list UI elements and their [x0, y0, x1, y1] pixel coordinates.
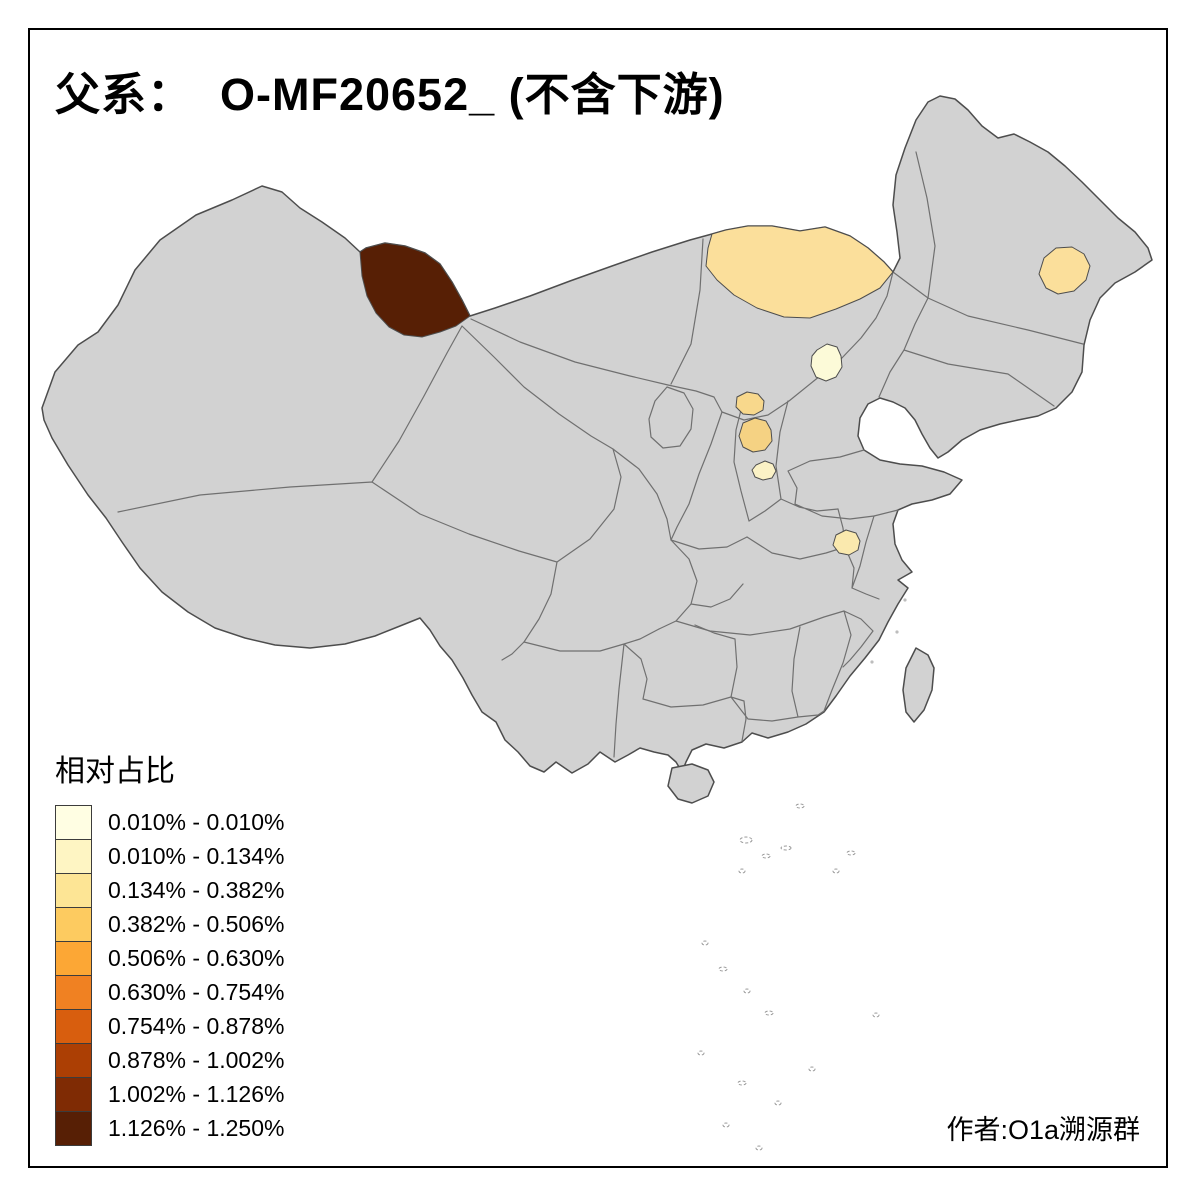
legend-color-swatch — [55, 805, 92, 840]
legend-row: 0.754% - 0.878% — [55, 1009, 284, 1044]
legend-row: 0.134% - 0.382% — [55, 873, 284, 908]
legend-class-label: 0.134% - 0.382% — [108, 877, 285, 903]
sea-island-mark — [737, 1080, 747, 1086]
coastal-islet — [870, 660, 874, 664]
legend-row: 0.506% - 0.630% — [55, 941, 284, 976]
region-central-shanxi — [738, 417, 773, 453]
coastal-islet — [895, 630, 899, 634]
province-borders-inner-mongolia — [470, 238, 894, 421]
province-borders-huabei-huadong — [746, 508, 880, 600]
region-central-inner-mongolia — [705, 225, 894, 319]
legend-class-label: 0.382% - 0.506% — [108, 911, 285, 937]
sea-island-mark — [738, 868, 746, 874]
legend-color-swatch — [55, 873, 92, 908]
legend-class-label: 1.002% - 1.126% — [108, 1081, 285, 1107]
region-beijing — [810, 343, 843, 382]
legend-class-label: 0.630% - 0.754% — [108, 979, 285, 1005]
coastal-islet — [903, 598, 907, 602]
sea-island-mark — [774, 1100, 782, 1106]
legend-row: 0.630% - 0.754% — [55, 975, 284, 1010]
sea-island-mark — [780, 845, 792, 851]
legend-color-swatch — [55, 839, 92, 874]
province-borders-xinjiang-tibet-qinghai — [117, 325, 622, 661]
sea-island-mark — [743, 988, 751, 994]
legend-color-swatch — [55, 941, 92, 976]
legend-color-swatch — [55, 1111, 92, 1146]
legend-class-label: 0.754% - 0.878% — [108, 1013, 285, 1039]
legend-color-swatch — [55, 975, 92, 1010]
province-borders-northeast — [878, 151, 1084, 407]
province-borders-southeast — [730, 610, 874, 742]
sea-island-mark — [739, 836, 753, 844]
south-china-sea-islands — [697, 803, 880, 1151]
region-eastern-heilongjiang — [1038, 246, 1091, 295]
legend-row: 1.126% - 1.250% — [55, 1111, 284, 1146]
legend-class-label: 0.878% - 1.002% — [108, 1047, 285, 1073]
legend-class-label: 1.126% - 1.250% — [108, 1115, 285, 1141]
sea-island-mark — [832, 868, 840, 874]
sea-island-mark — [764, 1010, 774, 1016]
legend-row: 0.382% - 0.506% — [55, 907, 284, 942]
sea-island-mark — [718, 966, 728, 972]
map-title: 父系： O-MF20652_ (不含下游) — [55, 69, 725, 120]
legend-row: 1.002% - 1.126% — [55, 1077, 284, 1112]
sea-island-mark — [697, 1050, 705, 1056]
province-borders-gansu-ningxia-shaanxi — [612, 386, 748, 550]
region-northern-xinjiang — [359, 242, 471, 338]
legend-color-swatch — [55, 907, 92, 942]
author-credit: 作者:O1a溯源群 — [946, 1115, 1140, 1145]
legend-class-label: 0.010% - 0.010% — [108, 809, 285, 835]
legend-class-label: 0.010% - 0.134% — [108, 843, 285, 869]
sea-island-mark — [755, 1145, 763, 1151]
sea-island-mark — [701, 940, 709, 946]
sea-island-mark — [795, 803, 805, 809]
region-central-anhui — [832, 529, 861, 556]
legend-rows: 0.010% - 0.010% 0.010% - 0.134% 0.134% - 0… — [55, 805, 284, 1146]
region-central-shanxi-north — [735, 391, 765, 416]
sea-island-mark — [846, 850, 856, 856]
legend-color-swatch — [55, 1043, 92, 1078]
legend-row: 0.010% - 0.010% — [55, 805, 284, 840]
legend-color-swatch — [55, 1077, 92, 1112]
legend-color-swatch — [55, 1009, 92, 1044]
province-borders-north-china — [733, 397, 899, 522]
region-southern-shanxi — [751, 460, 777, 481]
province-borders-southwest — [523, 624, 738, 758]
sea-island-mark — [808, 1066, 816, 1072]
sea-island-mark — [761, 853, 771, 859]
sea-island-mark — [722, 1122, 730, 1128]
china-mainland-outline — [41, 95, 1153, 774]
legend-class-label: 0.506% - 0.630% — [108, 945, 285, 971]
hainan-island — [667, 763, 715, 804]
legend-row: 0.010% - 0.134% — [55, 839, 284, 874]
legend-row: 0.878% - 1.002% — [55, 1043, 284, 1078]
taiwan-island — [902, 647, 935, 723]
legend: 相对占比 0.010% - 0.010% 0.010% - 0.134% 0.134… — [55, 746, 284, 1146]
sea-island-mark — [872, 1012, 880, 1018]
legend-title: 相对占比 — [55, 755, 175, 788]
